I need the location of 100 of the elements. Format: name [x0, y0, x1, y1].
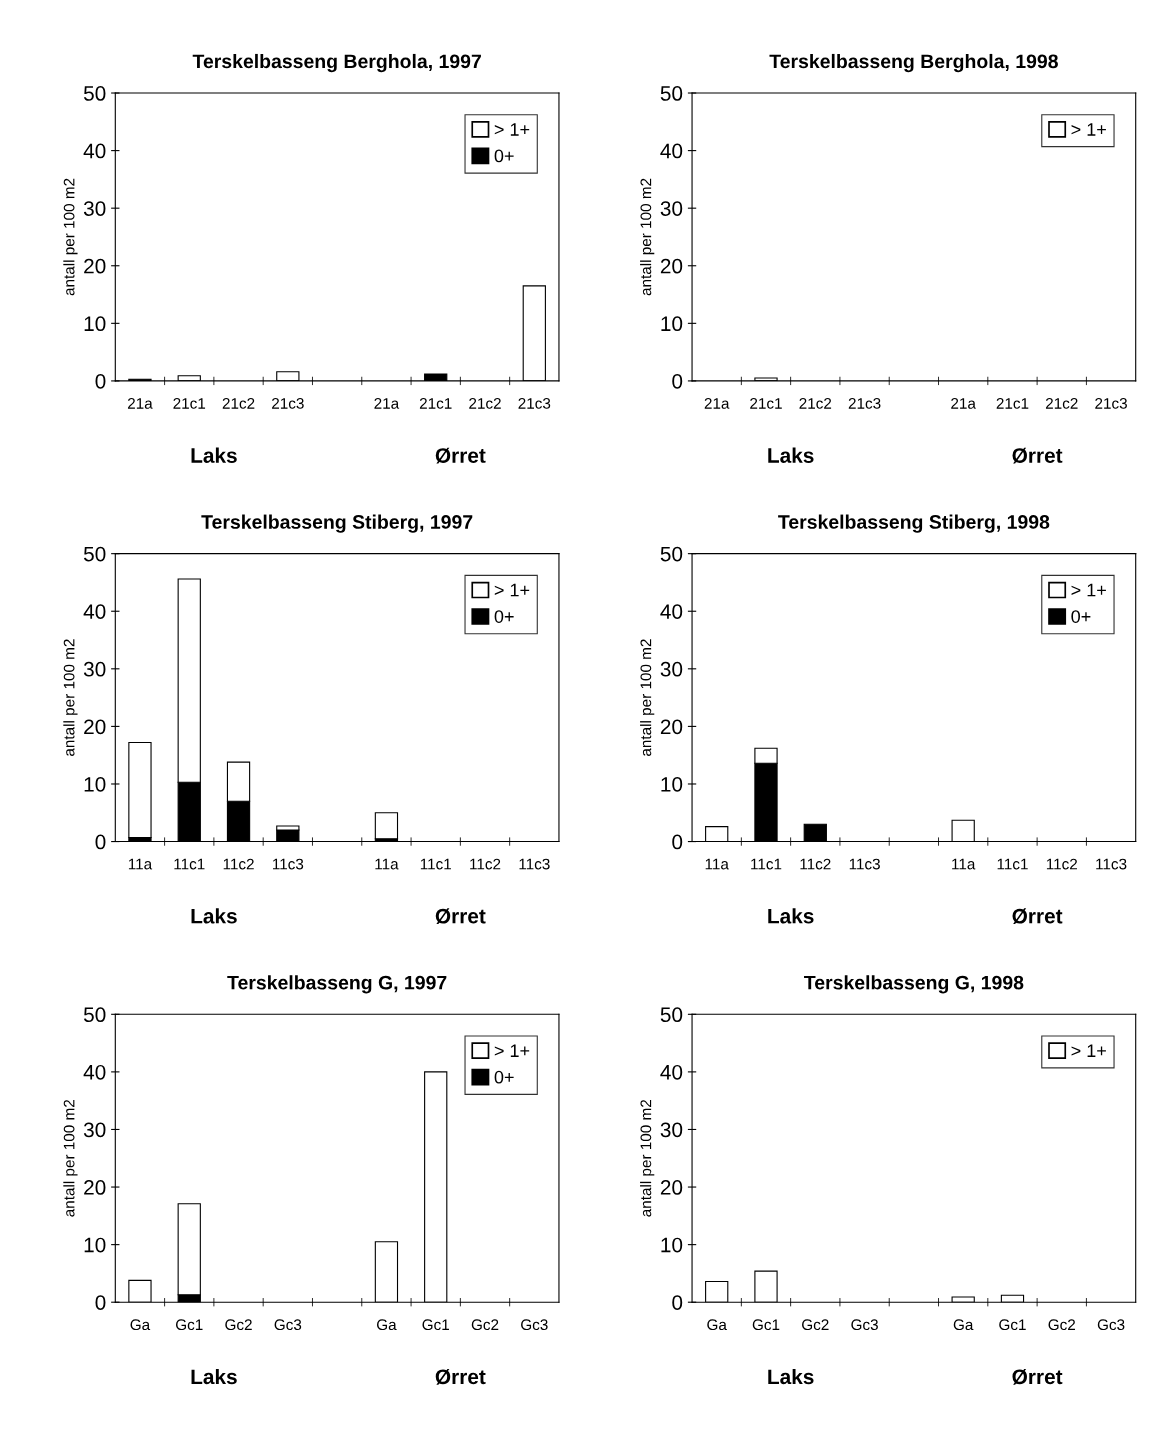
y-tick-label: 10	[84, 1237, 106, 1253]
legend-label: > 1+	[494, 123, 530, 136]
y-tick-label: 30	[83, 661, 106, 677]
text: Ørret	[1012, 447, 1063, 464]
legend-label: 0+	[1071, 610, 1091, 623]
x-tick-label: 21c3	[1095, 397, 1127, 409]
x-tick-label: Gc3	[851, 1319, 878, 1331]
x-tick-label: 11c1	[420, 858, 451, 870]
text: Laks	[191, 1368, 237, 1385]
y-tick-label: 30	[660, 661, 683, 677]
x-tick-label: Gc2	[1048, 1319, 1076, 1331]
x-tick-label: 11a	[375, 858, 399, 870]
text: Ørret	[1012, 1368, 1063, 1385]
y-tick-label: 0	[95, 834, 106, 850]
x-tick-label: 11c3	[273, 858, 304, 870]
x-tick-label: Gc2	[802, 1319, 829, 1331]
chart-title: Terskelbasseng G, 1998	[804, 975, 1024, 994]
y-axis-title: antall per 100 m2	[63, 639, 78, 756]
y-tick-label: 0	[672, 1295, 683, 1310]
x-tick-label: 21a	[374, 397, 400, 409]
x-tick-label: 21a	[704, 397, 730, 409]
y-tick-label: 30	[83, 201, 106, 216]
x-tick-label: 11a	[128, 858, 153, 870]
x-tick-label: 11c3	[849, 858, 880, 870]
x-tick-label: 21c2	[1045, 397, 1078, 409]
x-tick-label: Ga	[953, 1319, 974, 1331]
text: Laks	[768, 1368, 814, 1385]
legend-label: > 1+	[494, 1044, 530, 1057]
x-tick-label: 11a	[952, 858, 976, 870]
x-tick-label: 21c3	[848, 397, 881, 409]
x-tick-label: 21a	[127, 397, 153, 409]
x-tick-label: 21c1	[173, 397, 206, 409]
chart-title: Terskelbasseng Berghola, 1997	[192, 53, 481, 73]
text: Laks	[191, 908, 237, 924]
y-axis-title: antall per 100 m2	[640, 1099, 655, 1217]
bar	[374, 812, 399, 840]
y-tick-label: 40	[660, 1064, 683, 1080]
x-tick-label: 21c2	[222, 397, 255, 409]
y-tick-label: 0	[95, 373, 106, 389]
y-tick-label: 20	[84, 1180, 106, 1195]
x-tick-label: 21a	[951, 397, 976, 409]
x-tick-label: Gc2	[225, 1319, 252, 1331]
x-tick-label: Gc1	[999, 1319, 1026, 1331]
x-tick-label: Gc3	[1097, 1319, 1125, 1331]
y-tick-label: 10	[661, 776, 683, 792]
text: Laks	[768, 908, 814, 924]
y-tick-label: 50	[660, 1007, 683, 1023]
x-tick-label: 11c2	[800, 858, 831, 870]
y-tick-label: 20	[660, 258, 683, 274]
y-tick-label: 30	[83, 1122, 106, 1138]
x-tick-label: Ga	[130, 1319, 151, 1331]
y-tick-label: 20	[660, 1180, 683, 1195]
y-tick-label: 20	[84, 719, 106, 735]
x-tick-label: 11c2	[1046, 858, 1077, 870]
y-tick-label: 30	[660, 1122, 683, 1138]
chart-title: Terskelbasseng Berghola, 1998	[769, 53, 1058, 73]
x-tick-label: 21c3	[272, 397, 304, 409]
y-tick-label: 50	[83, 1007, 106, 1023]
x-tick-label: 21c2	[469, 397, 501, 409]
x-tick-label: 11a	[705, 858, 729, 870]
chart-title: Terskelbasseng Stiberg, 1997	[201, 514, 473, 533]
chart-title: Terskelbasseng G, 1997	[227, 975, 447, 994]
y-tick-label: 50	[83, 86, 106, 101]
text: Ørret	[435, 908, 486, 925]
legend-label: 0+	[494, 1070, 514, 1084]
x-tick-label: 21c1	[996, 397, 1029, 409]
y-tick-label: 40	[660, 604, 683, 619]
text: Ørret	[1012, 908, 1063, 925]
x-tick-label: 21c1	[750, 397, 782, 409]
x-tick-label: 11c2	[470, 858, 501, 870]
legend-label: 0+	[494, 149, 514, 163]
x-tick-label: 11c3	[519, 858, 550, 870]
x-tick-label: 11c1	[751, 858, 782, 870]
y-axis-title: antall per 100 m2	[640, 639, 655, 756]
y-tick-label: 40	[83, 1064, 106, 1080]
text: Laks	[191, 447, 237, 463]
y-tick-label: 0	[95, 1295, 106, 1310]
x-tick-label: 11c2	[223, 858, 254, 870]
text: Ørret	[435, 1368, 486, 1385]
y-tick-label: 50	[660, 86, 683, 101]
legend-label: > 1+	[1071, 123, 1106, 136]
x-tick-label: 11c1	[174, 858, 205, 870]
x-tick-label: 11c3	[1096, 858, 1127, 870]
y-tick-label: 10	[84, 316, 106, 332]
legend-label: > 1+	[1071, 583, 1106, 597]
legend-label: > 1+	[1071, 1044, 1106, 1057]
y-tick-label: 30	[660, 201, 683, 216]
legend-label: 0+	[494, 610, 514, 623]
x-tick-label: Ga	[377, 1319, 397, 1331]
text: Ørret	[435, 447, 486, 464]
bar	[128, 741, 152, 839]
x-tick-label: Gc1	[422, 1319, 449, 1331]
x-tick-label: Gc1	[752, 1319, 780, 1331]
legend-label: > 1+	[494, 583, 530, 597]
text: Laks	[768, 447, 814, 463]
x-tick-label: Gc3	[521, 1319, 548, 1331]
x-tick-label: 21c3	[518, 397, 551, 409]
y-tick-label: 50	[660, 546, 683, 562]
y-axis-title: antall per 100 m2	[63, 178, 78, 296]
chart-title: Terskelbasseng Stiberg, 1998	[778, 514, 1050, 533]
